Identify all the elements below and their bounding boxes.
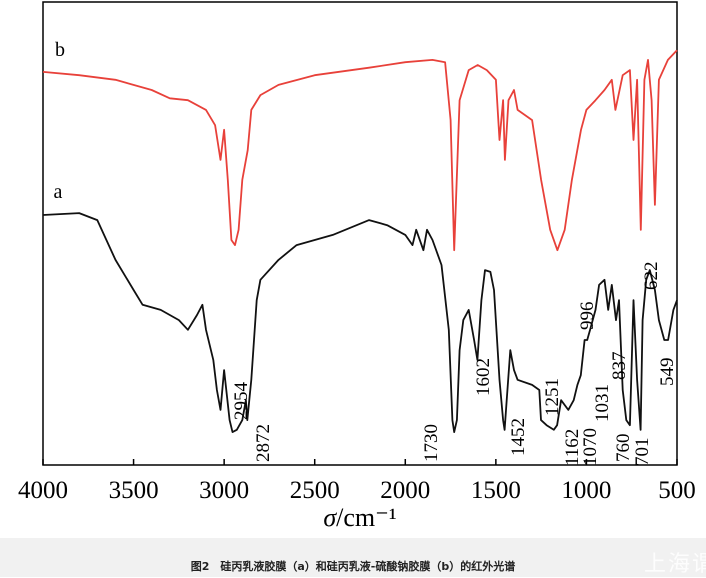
watermark: 上海谓 (643, 552, 706, 577)
peak-label: 1162 (562, 429, 583, 466)
peak-label: 1452 (508, 418, 529, 456)
figure-caption: 图2 硅丙乳液胶膜（a）和硅丙乳液-硫酸钠胶膜（b）的红外光谱 (190, 560, 516, 573)
peak-label: 1730 (421, 424, 442, 462)
peak-label: 2954 (231, 382, 252, 421)
x-tick-label: 3000 (199, 477, 249, 504)
x-tick-label: 3500 (109, 477, 159, 504)
series-line-b (42, 49, 678, 252)
series-line-a (42, 212, 678, 434)
peak-label: 837 (609, 352, 630, 381)
caption-band (0, 538, 706, 577)
x-tick-label: 4000 (18, 477, 68, 504)
peak-label: 1031 (592, 384, 613, 422)
x-tick-label: 2000 (380, 477, 430, 504)
peak-label: 549 (657, 358, 678, 387)
x-tick-label: 1500 (471, 477, 521, 504)
peak-label: 760 (613, 434, 634, 463)
plot-frame (42, 1, 678, 466)
peak-label: 1070 (580, 428, 601, 466)
ir-spectrum-chart: 4000 3500 3000 2500 2000 1500 1000 500 b a 29542… (18, 1, 696, 532)
peak-label: 2872 (253, 424, 274, 462)
x-axis-label: σ/cm⁻¹ (323, 503, 396, 532)
series-label-b: b (55, 39, 65, 61)
x-tick-label: 500 (658, 477, 696, 504)
peak-label: 1251 (542, 378, 563, 416)
peak-label: 701 (632, 438, 653, 467)
series-label-a: a (54, 181, 63, 203)
peak-label: 1602 (473, 358, 494, 396)
x-tick-label: 2500 (290, 477, 340, 504)
x-tick-label: 1000 (561, 477, 611, 504)
peak-label: 996 (577, 302, 598, 331)
peak-label: 622 (641, 262, 662, 291)
